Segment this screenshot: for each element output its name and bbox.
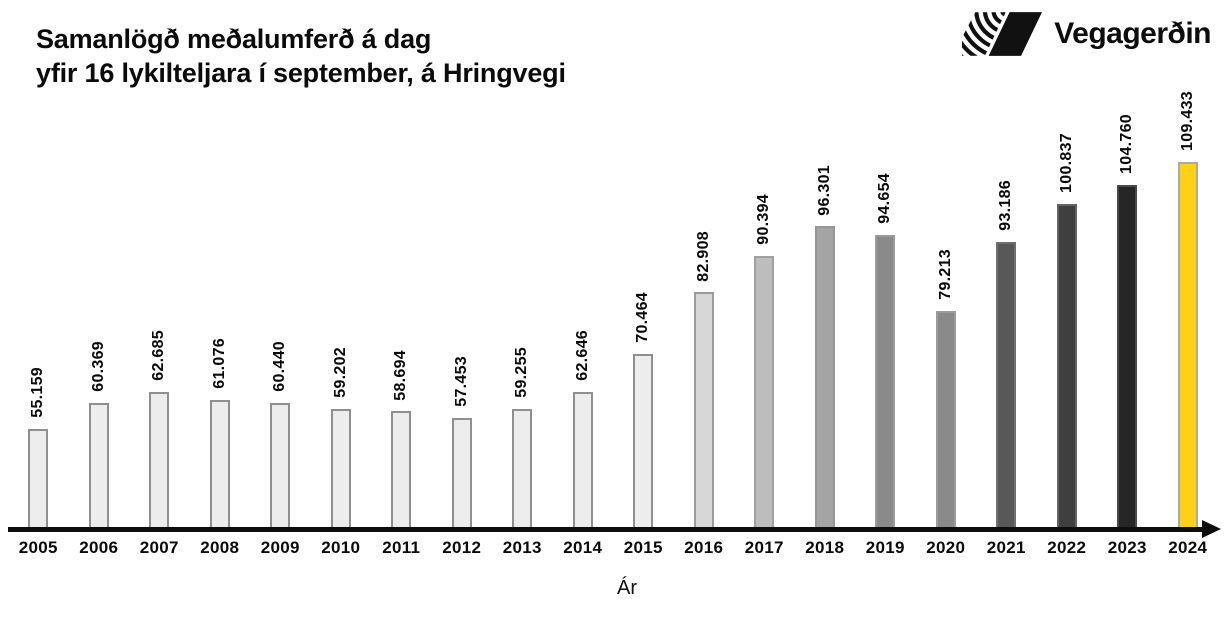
bar bbox=[814, 226, 835, 529]
x-tick-label: 2006 bbox=[79, 538, 119, 557]
bar-column: 104.760 bbox=[1097, 0, 1158, 529]
chart-title-line2: yfir 16 lykilteljara í september, á Hrin… bbox=[36, 58, 566, 88]
bar bbox=[875, 234, 896, 529]
bar bbox=[935, 310, 956, 529]
bar bbox=[996, 241, 1017, 529]
x-tick-label: 2019 bbox=[865, 538, 905, 557]
bar-column: 59.202 bbox=[311, 0, 372, 529]
bar bbox=[572, 392, 593, 529]
bar-value-label: 62.646 bbox=[573, 330, 591, 381]
bar bbox=[451, 417, 472, 529]
bar-value-label: 58.694 bbox=[392, 349, 410, 401]
bar-column: 79.213 bbox=[916, 0, 977, 529]
bar-column: 60.440 bbox=[250, 0, 311, 529]
bar bbox=[270, 402, 291, 529]
x-axis-line bbox=[8, 527, 1206, 532]
bar bbox=[633, 353, 654, 529]
x-tick-label: 2017 bbox=[744, 538, 784, 557]
bar bbox=[754, 255, 775, 529]
bar bbox=[330, 408, 351, 529]
x-tick-label: 2012 bbox=[442, 538, 482, 557]
bar-column: 96.301 bbox=[795, 0, 856, 529]
chart-title-line1: Samanlögð meðalumferð á dag bbox=[36, 24, 432, 54]
bar-value-label: 62.685 bbox=[150, 330, 168, 381]
bar-column: 58.694 bbox=[371, 0, 432, 529]
bar-column: 94.654 bbox=[855, 0, 916, 529]
bar bbox=[391, 411, 412, 529]
vegagerdin-logo-text: Vegagerðin bbox=[1054, 17, 1211, 50]
bar-value-label: 59.255 bbox=[513, 346, 531, 398]
bar bbox=[1117, 184, 1138, 529]
bar-value-label: 61.076 bbox=[210, 337, 228, 389]
bar-value-label: 93.186 bbox=[997, 179, 1015, 231]
x-axis-arrow-icon bbox=[1202, 520, 1221, 538]
x-tick-label: 2011 bbox=[382, 538, 421, 557]
vegagerdin-logo: Vegagerðin bbox=[962, 10, 1211, 58]
bar-value-label: 104.760 bbox=[1118, 113, 1136, 174]
x-tick-label: 2022 bbox=[1047, 538, 1087, 557]
x-tick-label: 2020 bbox=[926, 538, 966, 557]
bar bbox=[1056, 204, 1077, 529]
bar-column: 70.464 bbox=[613, 0, 674, 529]
bar-column: 93.186 bbox=[976, 0, 1037, 529]
bar-value-label: 60.440 bbox=[271, 341, 289, 392]
bar-value-label: 94.654 bbox=[876, 172, 894, 224]
bar-column: 59.255 bbox=[492, 0, 553, 529]
bar bbox=[693, 292, 714, 529]
x-tick-labels: 2005 2006 2007 2008 2009 2010 2011 2012 2013 2014… bbox=[8, 538, 1218, 558]
bar-column: 62.685 bbox=[129, 0, 190, 529]
x-tick-label: 2018 bbox=[805, 538, 845, 557]
bar-column: 57.453 bbox=[432, 0, 493, 529]
bar-column: 90.394 bbox=[734, 0, 795, 529]
bar-value-label: 70.464 bbox=[634, 291, 652, 343]
bar-column: 100.837 bbox=[1037, 0, 1098, 529]
bar-value-label: 90.394 bbox=[755, 193, 773, 245]
bar-column: 61.076 bbox=[190, 0, 251, 529]
x-tick-label: 2015 bbox=[623, 538, 663, 557]
x-tick-label: 2010 bbox=[321, 538, 361, 557]
bar-value-label: 60.369 bbox=[89, 341, 107, 393]
bar-chart-plot: 55.159 60.369 62.685 61.076 60.440 59.202 58.6… bbox=[8, 0, 1221, 620]
bar-column: 60.369 bbox=[69, 0, 130, 529]
bar bbox=[209, 399, 230, 529]
bar-value-label: 82.908 bbox=[694, 230, 712, 282]
bar-column: 82.908 bbox=[674, 0, 735, 529]
bar bbox=[88, 403, 109, 529]
x-tick-label: 2007 bbox=[139, 538, 179, 557]
x-tick-label: 2021 bbox=[986, 538, 1026, 557]
bar-column: 62.646 bbox=[553, 0, 614, 529]
chart-title: Samanlögð meðalumferð á dag yfir 16 lyki… bbox=[36, 22, 566, 90]
x-tick-label: 2023 bbox=[1107, 538, 1147, 557]
bar-value-label: 55.159 bbox=[29, 367, 47, 418]
bar-column: 55.159 bbox=[8, 0, 69, 529]
x-tick-label: 2008 bbox=[200, 538, 240, 557]
x-tick-label: 2005 bbox=[18, 538, 58, 557]
x-tick-label: 2009 bbox=[260, 538, 300, 557]
bar-columns: 55.159 60.369 62.685 61.076 60.440 59.202 58.6… bbox=[8, 0, 1218, 529]
bar bbox=[1177, 161, 1198, 529]
bar bbox=[149, 391, 170, 529]
bar-column: 109.433 bbox=[1158, 0, 1219, 529]
bar-value-label: 57.453 bbox=[452, 355, 470, 407]
x-tick-label: 2016 bbox=[684, 538, 724, 557]
bar-value-label: 96.301 bbox=[815, 164, 833, 216]
bar-value-label: 109.433 bbox=[1178, 90, 1196, 151]
bar bbox=[28, 428, 49, 529]
bar-value-label: 59.202 bbox=[331, 347, 349, 398]
x-tick-label: 2013 bbox=[502, 538, 542, 557]
x-tick-label: 2024 bbox=[1168, 538, 1208, 557]
bar-value-label: 79.213 bbox=[936, 248, 954, 300]
x-axis-title: Ár bbox=[617, 577, 637, 599]
x-tick-label: 2014 bbox=[563, 538, 603, 557]
bar-value-label: 100.837 bbox=[1057, 133, 1075, 194]
vegagerdin-logo-icon bbox=[962, 12, 1043, 56]
bar bbox=[512, 408, 533, 529]
